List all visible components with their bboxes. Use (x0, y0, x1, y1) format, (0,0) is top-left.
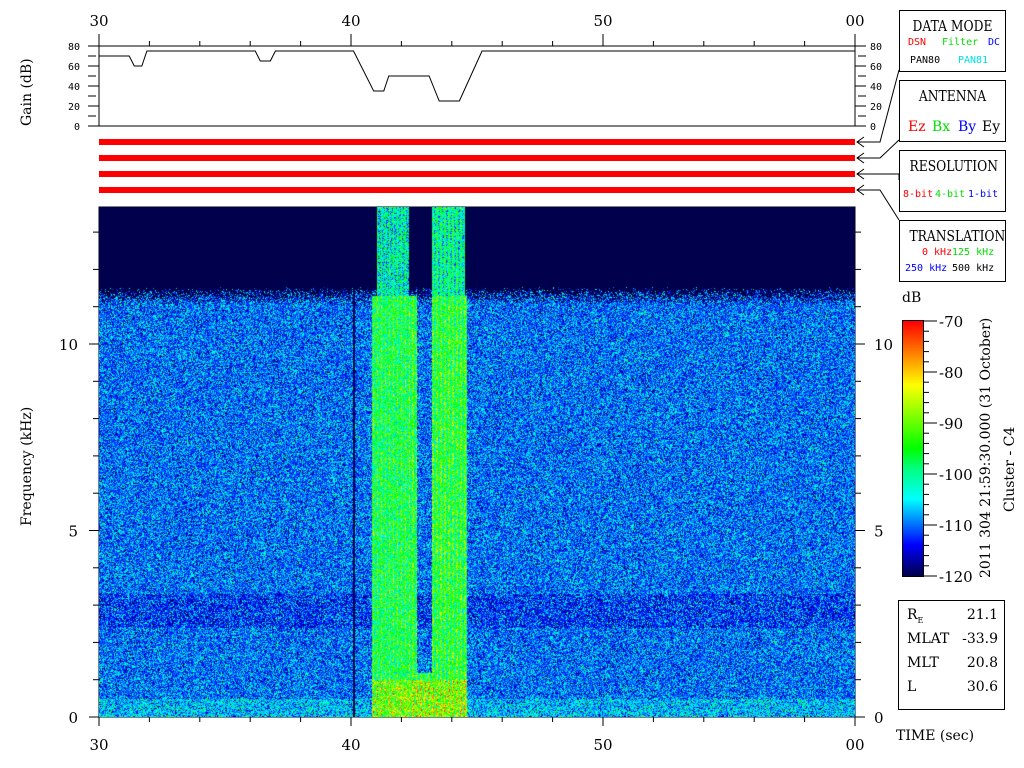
translation-title: TRANSLATION (909, 227, 1006, 245)
colorbar-tick-label: -100 (939, 466, 973, 484)
antenna-title: ANTENNA (918, 87, 987, 105)
resolution-option: 4-bit (935, 189, 966, 200)
ephemeris-key: L (907, 679, 917, 695)
freq-tick-label-left: 0 (68, 709, 78, 727)
colorbar-label: dB (902, 290, 922, 306)
antenna-option: Bx (932, 119, 951, 135)
time-tick-top: 00 (845, 12, 864, 30)
resolution-panel: RESOLUTION 8-bit 4-bit 1-bit (899, 150, 1006, 212)
arrow-icon (856, 168, 865, 180)
ephemeris-value: 20.8 (966, 655, 998, 671)
time-tick-top: 50 (593, 12, 612, 30)
ephemeris-panel: RE 21.1 MLAT -33.9 MLT 20.8 L 30.6 (898, 600, 1005, 710)
freq-tick-label-right: 0 (874, 709, 884, 727)
translation-option: 0 kHz (922, 247, 953, 258)
translation-option: 500 kHz (952, 263, 995, 274)
ephemeris-row: L 30.6 (907, 679, 998, 695)
freq-tick-label-left: 10 (59, 336, 78, 354)
colorbar-tick-label: -90 (939, 415, 963, 433)
colorbar-tick-label: -120 (939, 568, 973, 586)
translation-option: 125 kHz (952, 247, 995, 258)
date-label: 2011 304 21:59:30.000 (31 October) (978, 317, 994, 578)
data-mode-option: Filter (942, 37, 979, 48)
time-tick-top: 30 (89, 12, 108, 30)
colorbar (902, 320, 924, 577)
data-mode-option: DSN (908, 37, 927, 48)
status-bar (99, 187, 855, 193)
ephemeris-row: MLAT -33.9 (907, 631, 998, 647)
frequency-ylabel: Frequency (kHz) (19, 406, 35, 526)
gain-tick-right: 20 (870, 102, 882, 113)
resolution-option: 1-bit (968, 189, 999, 200)
gain-tick-left: 0 (74, 122, 80, 133)
data-mode-panel: DATA MODE DSN Filter DC PAN80 PAN81 (899, 10, 1006, 72)
gain-tick-left: 60 (68, 62, 80, 73)
gain-tick-left: 80 (68, 42, 80, 53)
data-mode-title: DATA MODE (912, 17, 993, 35)
ephemeris-value: 21.1 (966, 607, 998, 623)
panel-connector (857, 189, 900, 221)
time-xlabel: TIME (sec) (896, 728, 975, 744)
spectrogram (99, 207, 855, 717)
resolution-option: 8-bit (903, 189, 934, 200)
time-tick-top: 40 (341, 12, 360, 30)
gain-curve (99, 50, 855, 102)
arrow-icon (856, 152, 865, 164)
gain-tick-right: 0 (870, 122, 876, 133)
antenna-option: Ez (908, 119, 926, 135)
panel-connector (857, 139, 900, 159)
time-tick-bottom: 00 (845, 736, 864, 754)
gain-tick-right: 80 (870, 42, 882, 53)
ephemeris-row: RE 21.1 (907, 607, 998, 625)
gain-ylabel: Gain (dB) (19, 58, 35, 126)
gain-tick-left: 40 (68, 82, 80, 93)
data-mode-option: DC (988, 37, 1001, 48)
spacecraft-label: Cluster - C4 (1002, 426, 1018, 512)
status-bar (99, 139, 855, 145)
freq-tick-label-right: 5 (874, 523, 884, 541)
status-bar (99, 171, 855, 177)
ephemeris-key: RE (907, 607, 924, 625)
colorbar-tick-label: -80 (939, 364, 963, 382)
arrow-icon (856, 184, 865, 196)
gain-tick-left: 20 (68, 102, 80, 113)
resolution-title: RESOLUTION (909, 157, 998, 175)
time-tick-bottom: 50 (593, 736, 612, 754)
translation-panel: TRANSLATION 0 kHz 125 kHz 250 kHz 500 kHz (899, 220, 1006, 282)
ephemeris-value: 30.6 (966, 679, 998, 695)
freq-tick-label-right: 10 (874, 336, 893, 354)
ephemeris-key: MLAT (907, 631, 950, 647)
antenna-panel: ANTENNA Ez Bx By Ey (899, 80, 1006, 142)
gain-tick-right: 60 (870, 62, 882, 73)
freq-tick-label-left: 5 (68, 523, 78, 541)
time-tick-bottom: 40 (341, 736, 360, 754)
arrow-icon (856, 136, 865, 148)
translation-option: 250 kHz (905, 263, 948, 274)
data-mode-option: PAN81 (958, 55, 989, 66)
gain-tick-right: 40 (870, 82, 882, 93)
colorbar-tick-label: -110 (939, 517, 973, 535)
ephemeris-value: -33.9 (962, 631, 998, 647)
time-tick-bottom: 30 (89, 736, 108, 754)
antenna-option: By (958, 119, 977, 135)
data-mode-option: PAN80 (910, 55, 941, 66)
status-bar (99, 155, 855, 161)
antenna-option: Ey (982, 119, 1001, 135)
ephemeris-row: MLT 20.8 (907, 655, 998, 671)
panel-connector (857, 69, 900, 143)
colorbar-tick-label: -70 (939, 313, 963, 331)
ephemeris-key: MLT (907, 655, 939, 671)
